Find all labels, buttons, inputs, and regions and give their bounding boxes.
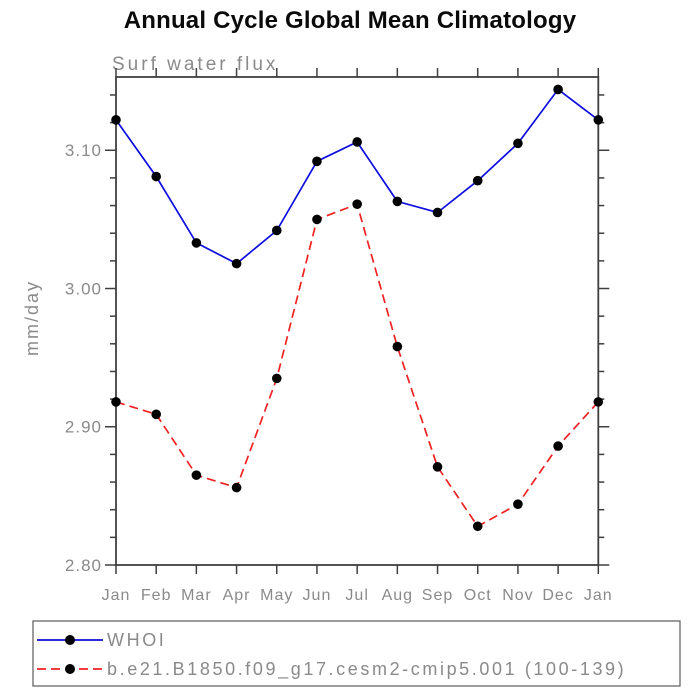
legend-sample-marker	[65, 664, 75, 674]
legend: WHOI b.e21.B1850.f09_g17.cesm2-cmip5.001…	[32, 620, 681, 687]
x-tick-label: Mar	[181, 587, 212, 604]
series-line-1	[115, 203, 599, 528]
x-tick-labels: Jan Feb Mar Apr May Jun Jul Aug Sep Oct Nov Dec Jan	[102, 587, 613, 604]
data-point-marker	[231, 482, 242, 493]
data-point-marker	[593, 115, 604, 125]
x-tick-label: Sep	[422, 587, 453, 604]
data-point-marker	[231, 258, 242, 269]
data-point-marker	[513, 138, 523, 149]
legend-sample-marker	[65, 635, 75, 645]
data-point-marker	[513, 499, 523, 509]
legend-label-model: b.e21.B1850.f09_g17.cesm2-cmip5.001 (100…	[107, 659, 626, 680]
data-point-marker	[312, 156, 322, 167]
data-point-marker	[352, 137, 362, 147]
legend-label-whoi: WHOI	[107, 630, 166, 650]
legend-line-samples	[37, 635, 103, 674]
data-point-marker	[432, 462, 443, 472]
x-tick-label: Jan	[584, 587, 613, 604]
data-point-marker	[111, 397, 121, 407]
data-point-marker	[392, 196, 403, 207]
legend-box	[32, 620, 681, 687]
data-point-marker	[553, 441, 563, 451]
data-point-marker	[352, 199, 362, 209]
chart-title: Annual Cycle Global Mean Climatology	[123, 7, 577, 34]
y-axis-label: mm/day	[22, 280, 42, 356]
data-point-marker	[271, 225, 282, 236]
x-tick-label: Aug	[382, 587, 413, 604]
x-tick-label: Jul	[345, 587, 368, 604]
x-tick-label: Apr	[223, 587, 251, 604]
y-tick-label: 3.10	[65, 141, 102, 160]
x-tick-label: Nov	[502, 587, 533, 604]
y-tick-label: 2.90	[65, 418, 102, 437]
data-point-marker	[553, 84, 563, 95]
data-point-marker	[151, 171, 161, 182]
y-tick-label: 2.80	[65, 556, 102, 575]
y-tick-labels: 2.80 2.90 3.00 3.10	[65, 141, 102, 575]
plot-subtitle: Surf water flux	[112, 54, 278, 75]
data-point-marker	[472, 175, 483, 186]
x-tick-label: Feb	[141, 587, 172, 604]
data-point-marker	[111, 115, 121, 125]
series-line-0	[115, 88, 599, 265]
y-tick-label: 3.00	[65, 279, 102, 298]
data-series	[111, 84, 604, 532]
x-tick-label: Dec	[542, 587, 573, 604]
tick-marks	[105, 68, 610, 574]
data-point-marker	[191, 238, 202, 248]
data-point-marker	[392, 341, 403, 352]
x-tick-label: Jan	[102, 587, 131, 604]
x-tick-label: Oct	[464, 587, 492, 604]
data-point-marker	[432, 207, 443, 218]
data-point-marker	[191, 470, 202, 480]
x-tick-label: Jun	[303, 587, 332, 604]
data-point-marker	[271, 373, 282, 384]
data-point-marker	[472, 521, 483, 532]
legend-border	[32, 620, 681, 687]
x-tick-label: May	[260, 587, 293, 604]
data-point-marker	[593, 397, 604, 407]
data-point-marker	[312, 214, 322, 225]
data-point-marker	[151, 409, 161, 420]
